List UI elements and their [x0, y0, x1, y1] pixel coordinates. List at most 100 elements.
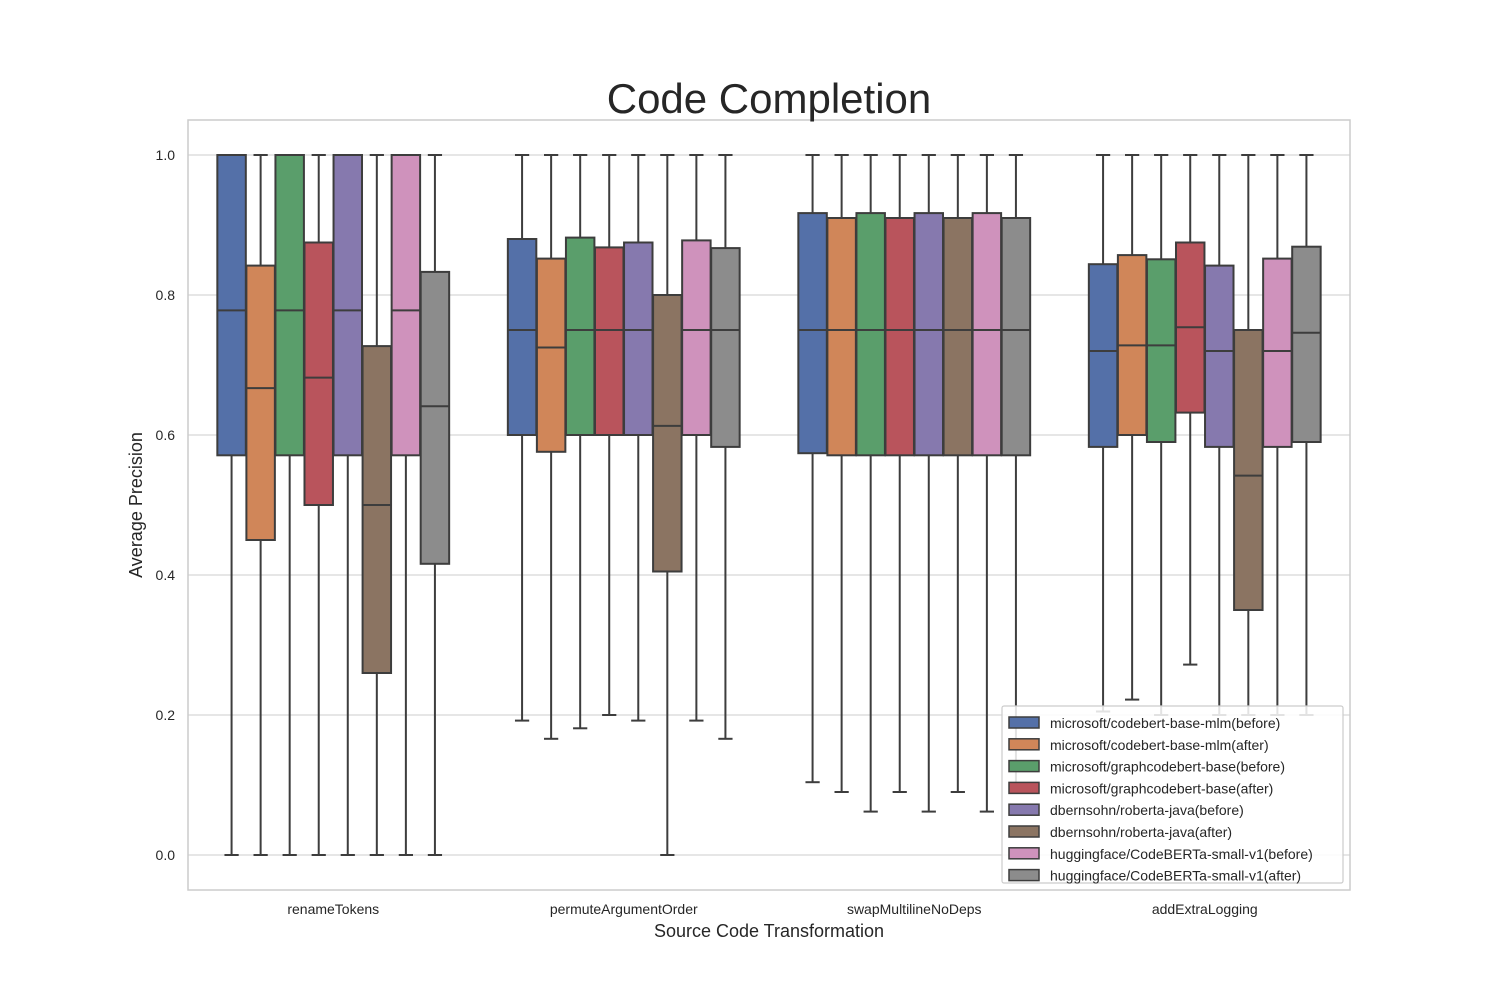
- legend-swatch: [1008, 716, 1040, 729]
- box-0-5: [361, 154, 393, 856]
- box-body: [419, 270, 451, 565]
- legend-label: microsoft/codebert-base-mlm(before): [1050, 715, 1280, 731]
- box-body: [506, 238, 538, 436]
- legend-swatch: [1008, 847, 1040, 860]
- legend-item: dbernsohn/roberta-java(after): [1008, 824, 1232, 840]
- box-body: [884, 217, 915, 457]
- box-body: [855, 212, 886, 457]
- y-tick-label: 0.4: [156, 567, 176, 583]
- legend-swatch: [1008, 868, 1040, 882]
- legend: microsoft/codebert-base-mlm(before) micro…: [1001, 705, 1344, 884]
- box-1-7: [710, 154, 741, 740]
- legend-item: microsoft/graphcodebert-base(before): [1008, 759, 1285, 775]
- box-body: [303, 241, 334, 506]
- box-3-6: [1262, 154, 1293, 716]
- box-1-6: [681, 154, 712, 722]
- box-body: [216, 154, 247, 457]
- box-body: [593, 246, 625, 436]
- y-tick-labels: 0.0 0.2 0.4 0.6 0.8 1.0: [156, 147, 176, 863]
- legend-frame: [1001, 705, 1344, 884]
- box-3-7: [1291, 154, 1322, 716]
- chart-title: Code Completion: [607, 75, 932, 122]
- legend-item: microsoft/codebert-base-mlm(before): [1008, 715, 1280, 731]
- box-body: [652, 294, 683, 573]
- box-body: [1000, 217, 1032, 457]
- box-0-7: [419, 154, 451, 856]
- box-0-0: [216, 154, 247, 856]
- legend-label: microsoft/graphcodebert-base(after): [1050, 780, 1273, 796]
- box-body: [1291, 245, 1322, 443]
- box-0-6: [390, 154, 422, 856]
- y-tick-label: 1.0: [156, 147, 176, 163]
- box-1-2: [564, 154, 596, 730]
- x-axis-label: Source Code Transformation: [654, 921, 884, 941]
- box-1-3: [593, 154, 625, 716]
- legend-label: dbernsohn/roberta-java(after): [1050, 824, 1232, 840]
- box-1-0: [506, 154, 538, 722]
- legend-swatch: [1008, 781, 1040, 795]
- y-tick-label: 0.0: [156, 847, 176, 863]
- box-body: [245, 264, 276, 541]
- box-body: [1145, 258, 1177, 443]
- box-body: [1087, 263, 1119, 448]
- legend-swatch: [1008, 759, 1040, 773]
- box-body: [274, 154, 305, 457]
- y-tick-label: 0.8: [156, 287, 176, 303]
- box-0-1: [245, 154, 276, 856]
- legend-item: dbernsohn/roberta-java(before): [1008, 802, 1244, 818]
- box-3-0: [1087, 154, 1119, 713]
- x-tick-label: renameTokens: [287, 901, 379, 917]
- box-3-5: [1233, 154, 1264, 716]
- box-plot-area: [216, 154, 1322, 856]
- box-body: [332, 154, 364, 457]
- box-2-7: [1000, 154, 1032, 793]
- x-tick-labels: renameTokens permuteArgumentOrder swapMult…: [287, 901, 1257, 917]
- legend-item: huggingface/CodeBERTa-small-v1(before): [1008, 846, 1313, 862]
- box-1-1: [535, 154, 567, 740]
- box-1-4: [623, 154, 654, 722]
- box-body: [361, 345, 393, 674]
- box-body: [535, 257, 567, 453]
- box-body: [564, 236, 596, 436]
- legend-item: microsoft/codebert-base-mlm(after): [1008, 737, 1269, 753]
- box-body: [1262, 257, 1293, 448]
- box-body: [1233, 329, 1264, 611]
- y-axis-label: Average Precision: [126, 432, 146, 578]
- y-tick-label: 0.6: [156, 427, 176, 443]
- box-2-2: [855, 154, 886, 813]
- box-body: [971, 212, 1003, 457]
- box-2-0: [797, 154, 828, 784]
- y-tick-label: 0.2: [156, 707, 176, 723]
- legend-swatch: [1008, 803, 1040, 816]
- box-2-6: [971, 154, 1003, 813]
- legend-item: huggingface/CodeBERTa-small-v1(after): [1008, 868, 1301, 884]
- box-body: [681, 239, 712, 436]
- legend-swatch: [1008, 825, 1040, 838]
- legend-swatch: [1008, 738, 1040, 751]
- plot-frame: [187, 119, 1351, 891]
- legend-item: microsoft/graphcodebert-base(after): [1008, 780, 1273, 796]
- box-body: [942, 217, 974, 457]
- box-body: [1204, 264, 1235, 448]
- box-body: [390, 154, 422, 457]
- box-body: [623, 241, 654, 436]
- box-0-4: [332, 154, 364, 856]
- box-3-4: [1204, 154, 1235, 716]
- legend-label: huggingface/CodeBERTa-small-v1(before): [1050, 846, 1313, 862]
- box-body: [826, 217, 857, 457]
- legend-label: dbernsohn/roberta-java(before): [1050, 802, 1244, 818]
- legend-label: microsoft/codebert-base-mlm(after): [1050, 737, 1269, 753]
- box-0-3: [303, 154, 334, 856]
- box-2-1: [826, 154, 857, 793]
- x-tick-label: permuteArgumentOrder: [550, 901, 698, 917]
- x-tick-label: swapMultilineNoDeps: [847, 901, 982, 917]
- box-0-2: [274, 154, 305, 856]
- box-body: [797, 212, 828, 455]
- box-2-4: [913, 154, 945, 813]
- legend-label: microsoft/graphcodebert-base(before): [1050, 759, 1285, 775]
- box-2-5: [942, 154, 974, 793]
- x-tick-label: addExtraLogging: [1152, 901, 1258, 917]
- legend-label: huggingface/CodeBERTa-small-v1(after): [1050, 868, 1301, 884]
- box-body: [913, 212, 945, 457]
